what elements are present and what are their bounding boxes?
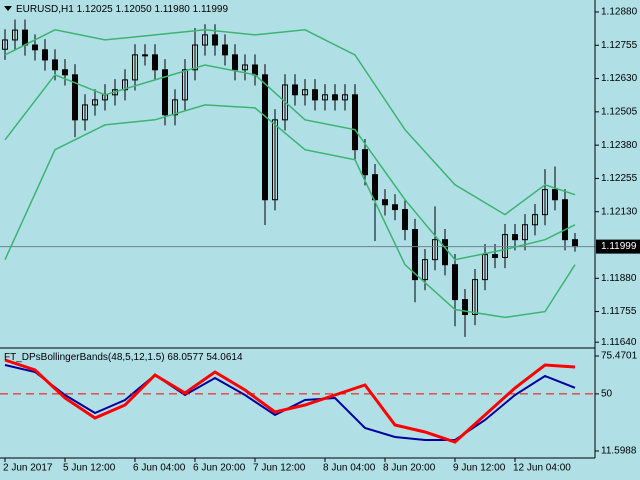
indicator-title: FT_DPsBollingerBands(48,5,12,1.5) 68.057… (4, 352, 243, 363)
y-tick-label: 1.12880 (601, 7, 638, 18)
x-tick-label: 12 Jun 04:00 (513, 463, 571, 474)
indicator-line (4, 364, 576, 441)
menu-arrow[interactable] (4, 6, 12, 11)
y-tick-label: 1.12130 (601, 206, 638, 217)
symbol: EURUSD,H1 (16, 4, 74, 15)
y-tick-label: 1.12505 (601, 106, 638, 117)
x-tick-label: 8 Jun 04:00 (323, 463, 376, 474)
x-tick-label: 6 Jun 20:00 (193, 463, 246, 474)
y-tick-label: 1.12630 (601, 73, 638, 84)
band-line (4, 64, 576, 261)
y-tick-label: 50 (601, 389, 613, 400)
y-tick-label: 11.5988 (601, 446, 637, 457)
y-tick-label: 1.11755 (601, 306, 637, 317)
x-tick-label: 7 Jun 12:00 (253, 463, 306, 474)
x-tick-label: 8 Jun 20:00 (383, 463, 436, 474)
x-tick-label: 5 Jun 12:00 (63, 463, 116, 474)
y-tick-label: 1.11880 (601, 273, 637, 284)
x-tick-label: 6 Jun 04:00 (133, 463, 186, 474)
indicator-value: 54.0614 (206, 352, 243, 363)
y-tick-label: 1.11640 (601, 337, 637, 348)
current-price-label: 1.11999 (601, 241, 637, 252)
ohlc-close: 1.11999 (193, 4, 229, 15)
ohlc-high: 1.12050 (116, 4, 153, 15)
current-price-box (596, 239, 640, 254)
y-tick-label: 1.12380 (601, 140, 638, 151)
indicator-name: FT_DPsBollingerBands(48,5,12,1.5) (4, 352, 165, 363)
current-price-tag: 1.11999 (596, 239, 640, 254)
band-line (4, 29, 576, 216)
x-tick-label: 9 Jun 12:00 (453, 463, 506, 474)
ohlc-low: 1.11980 (154, 4, 190, 15)
y-tick-label: 1.12755 (601, 40, 638, 51)
y-tick-label: 1.12255 (601, 173, 638, 184)
chart-title: EURUSD,H1 1.12025 1.12050 1.11980 1.1199… (16, 4, 228, 15)
x-tick-label: 2 Jun 2017 (3, 463, 53, 474)
y-tick-label: 75.4701 (601, 351, 638, 362)
band-line (4, 104, 576, 319)
indicator-line (4, 358, 576, 444)
indicator-value: 68.0577 (167, 352, 204, 363)
ohlc-open: 1.12025 (77, 4, 114, 15)
